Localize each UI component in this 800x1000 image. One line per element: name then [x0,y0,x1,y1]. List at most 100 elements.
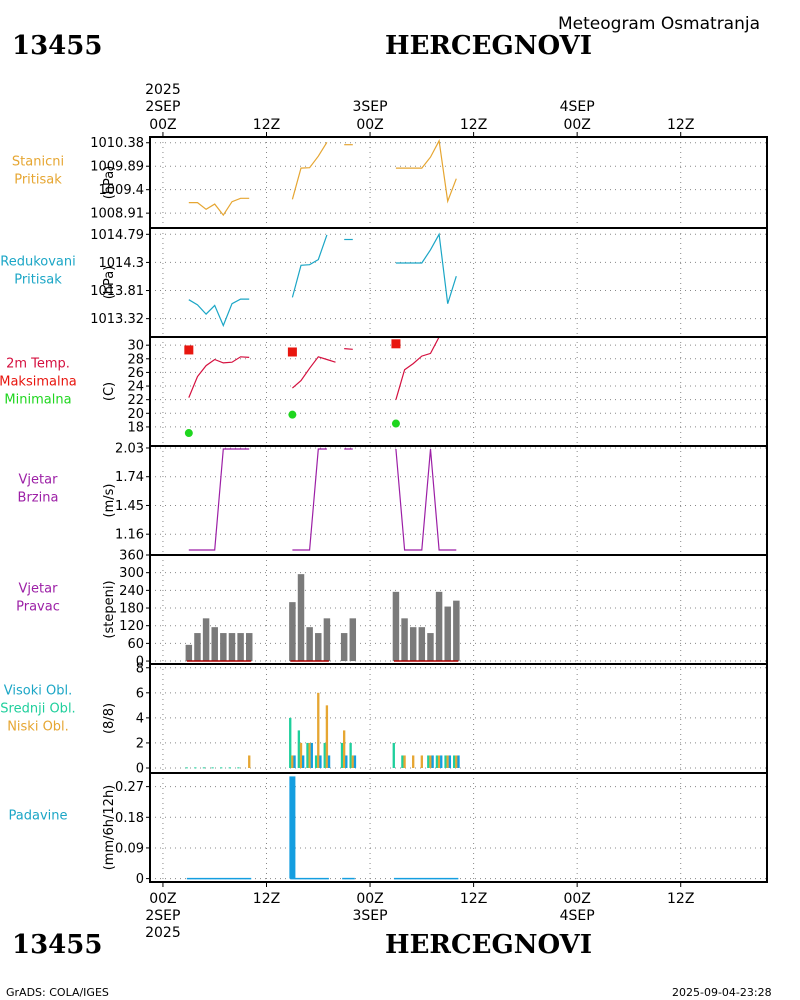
clouds-side-label: Srednji Obl. [0,702,75,717]
wind-speed-series-line [395,448,457,551]
bottom-hour-label: 00Z [356,891,383,907]
clouds-bar [325,705,329,768]
wind-direction-ytick-label: 240 [119,584,144,599]
clouds-bar [314,755,318,768]
pressure-station-series-line [291,141,328,200]
clouds-bar [453,755,456,768]
clouds-bar [194,767,197,769]
generated-timestamp: 2025-09-04-23:28 [672,986,772,999]
wind-direction-bar [349,618,357,662]
wind-direction-bar [289,602,296,662]
temperature-ytick-label: 22 [127,393,144,408]
precipitation-ytick-label: 0.09 [115,841,144,856]
top-hour-label: 12Z [667,117,694,133]
temperature-series-line [188,356,250,398]
clouds-bar [457,755,460,768]
min-temp-marker [184,429,193,438]
pressure-reduced-side-label: Pritisak [14,273,62,288]
temperature-side-label: 2m Temp. [6,357,70,372]
top-hour-label: 12Z [460,117,487,133]
clouds-ytick-label: 0 [136,761,144,776]
temperature-series-line [395,336,440,400]
precipitation-bar [289,776,296,879]
pressure-reduced-side-label: Redukovani [0,255,75,270]
clouds-bar [427,755,430,768]
pressure-reduced-ytick-label: 1014.3 [99,256,145,271]
wind-direction-bar [323,618,331,662]
pressure-reduced-ytick-label: 1014.79 [90,228,144,243]
pressure-station-ytick-label: 1009.4 [99,183,145,198]
temperature-side-label: Maksimalna [0,375,77,390]
clouds-bar [431,755,434,768]
max-temp-marker [184,345,194,355]
station-id-bottom: 13455 [12,930,103,960]
min-temp-marker [288,410,297,419]
temperature-frame [149,336,768,447]
clouds-ytick-label: 8 [136,661,144,676]
clouds-bar [340,742,344,768]
clouds-bar [412,755,415,768]
clouds-bar [185,767,188,769]
wind-direction-bar [202,618,210,662]
top-year-label: 2025 [145,82,181,98]
wind-direction-bar [194,633,201,662]
min-temp-marker [391,419,400,428]
pressure-station-ytick-label: 1009.89 [90,160,144,175]
temperature-ytick-label: 30 [127,339,144,354]
wind-direction-bar [427,633,434,662]
max-temp-marker [391,339,401,349]
top-hour-label: 00Z [563,117,590,133]
clouds-bar [420,755,423,768]
clouds-bar [293,755,296,768]
precipitation-ylabel: (mm/6h/12h) [102,785,117,871]
bottom-hour-label: 12Z [460,891,487,907]
clouds-bar [248,755,251,768]
clouds-bar [444,755,447,768]
wind-direction-ytick-label: 360 [119,549,144,564]
pressure-reduced-ytick-label: 1013.81 [90,284,144,299]
wind-direction-bar [340,633,348,662]
precipitation-frame [149,772,768,883]
station-name-top: HERCEGNOVI [385,31,592,61]
wind-direction-bar [409,627,417,662]
clouds-ytick-label: 6 [136,686,144,701]
wind-direction-bar [228,633,236,662]
top-hour-label: 00Z [356,117,383,133]
top-hour-label: 12Z [253,117,280,133]
wind-direction-ytick-label: 300 [119,566,144,581]
pressure-station-ytick-label: 1008.91 [90,207,144,222]
clouds-bar [327,755,331,768]
clouds-bar [345,755,348,768]
pressure-reduced-series-line [395,232,457,304]
pressure-station-series-line [395,138,457,204]
bottom-day-label: 2SEP [145,908,180,924]
clouds-bar [323,742,326,768]
clouds-bar [319,755,322,768]
bottom-year-label: 2025 [145,925,181,941]
clouds-bar [392,742,395,768]
wind-speed-ytick-label: 1.16 [115,528,144,543]
grads-credit: GrADS: COLA/IGES [6,986,109,999]
wind-direction-bar [246,633,253,662]
pressure-reduced-series-line [291,234,328,298]
station-name-bottom: HERCEGNOVI [385,930,592,960]
clouds-bar [435,755,439,768]
top-day-label: 2SEP [145,99,180,115]
wind-speed-ytick-label: 1.45 [115,499,144,514]
wind-direction-bar [453,600,460,662]
pressure-station-series-line [188,197,250,217]
clouds-side-label: Visoki Obl. [4,684,72,699]
clouds-bar [211,767,214,769]
wind-direction-bar [435,591,443,662]
pressure-station-side-label: Stanicni [12,155,64,170]
clouds-bar [228,767,231,769]
clouds-side-label: Niski Obl. [7,720,69,735]
temperature-ytick-label: 24 [127,380,144,395]
temperature-ylabel: (C) [102,382,117,401]
wind-direction-bar [444,606,451,662]
wind-speed-side-label: Vjetar [19,473,59,488]
top-day-label: 4SEP [560,99,595,115]
wind-direction-ylabel: (stepeni) [102,580,117,638]
clouds-ytick-label: 2 [136,736,144,751]
